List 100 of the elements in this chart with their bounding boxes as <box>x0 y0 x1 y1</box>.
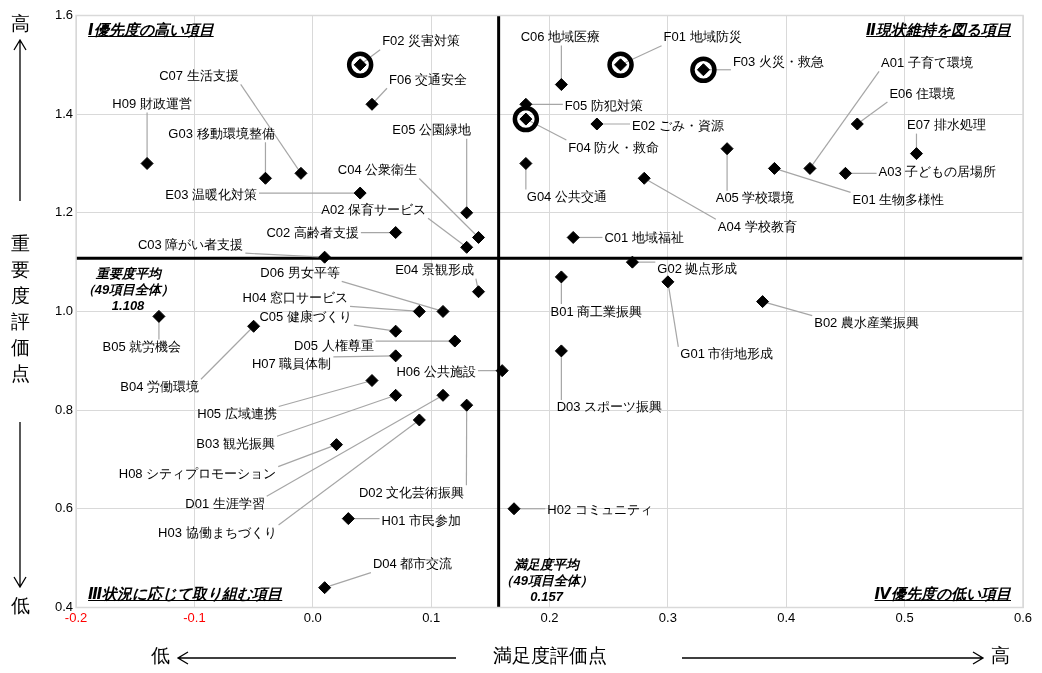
x-tick-label: 0.2 <box>540 609 559 625</box>
point <box>756 295 770 309</box>
data-label: H01 市民参加 <box>381 513 462 529</box>
data-label: F04 防火・救命 <box>568 139 660 155</box>
point <box>460 240 474 254</box>
y-tick-label: 1.4 <box>54 105 74 121</box>
point <box>720 142 734 156</box>
point <box>346 51 374 79</box>
point <box>495 364 509 378</box>
data-label: H05 広域連携 <box>197 406 277 422</box>
y-tick-label: 1.2 <box>54 204 74 220</box>
data-label: H04 窓口サービス <box>242 290 349 306</box>
point <box>341 512 355 526</box>
ref-line-label: 重要度平均（49項目全体）1.108 <box>81 265 175 313</box>
ref-line-label: 満足度平均（49項目全体）0.157 <box>500 556 593 604</box>
data-label: G03 移動環境整備 <box>168 125 275 141</box>
data-label: F06 交通安全 <box>388 71 467 87</box>
point <box>838 166 852 180</box>
data-label: E07 排水処理 <box>907 117 986 133</box>
data-label: D03 スポーツ振興 <box>556 399 663 415</box>
data-label: A05 学校環境 <box>715 190 795 206</box>
point <box>436 388 450 402</box>
y-tick-label: 1.6 <box>54 7 74 23</box>
annotation: Ⅲ状況に応じて取り組む項目 <box>88 585 283 604</box>
y-tick-label: 0.4 <box>54 598 74 614</box>
text: 低 <box>10 595 30 617</box>
point <box>258 171 272 185</box>
data-label: E01 生物多様性 <box>852 191 945 207</box>
data-label: A02 保育サービス <box>321 201 427 217</box>
data-label: C01 地域福祉 <box>604 230 684 246</box>
data-label: C02 高齢者支援 <box>266 225 359 241</box>
point <box>140 156 154 170</box>
point <box>365 97 379 111</box>
text: 高 <box>10 13 30 35</box>
data-label: G02 拠点形成 <box>657 260 738 276</box>
point <box>152 309 166 323</box>
data-label: F01 地域防災 <box>663 29 742 45</box>
point <box>389 388 403 402</box>
data-label: E06 住環境 <box>889 85 956 101</box>
point <box>519 156 533 170</box>
point <box>412 413 426 427</box>
point <box>436 304 450 318</box>
point <box>247 319 261 333</box>
y-tick-label: 0.8 <box>54 401 74 417</box>
data-label: E02 ごみ・資源 <box>632 117 724 133</box>
data-label: A03 子どもの居場所 <box>878 163 997 179</box>
point <box>318 581 332 595</box>
data-label: D06 男女平等 <box>260 265 340 281</box>
data-label: D01 生涯学習 <box>185 495 265 511</box>
point <box>389 349 403 363</box>
data-label: H03 協働まちづくり <box>158 524 277 540</box>
data-label: A01 子育て環境 <box>881 54 973 70</box>
data-label: F02 災害対策 <box>382 33 461 49</box>
x-tick-label: -0.1 <box>183 609 206 625</box>
x-tick-label: 0.5 <box>895 609 914 625</box>
point <box>318 250 332 264</box>
data-label: H07 職員体制 <box>251 356 332 372</box>
x-tick-label: 0.3 <box>658 609 677 625</box>
text: 高 <box>990 645 1010 667</box>
data-label: E04 景観形成 <box>395 262 474 278</box>
point <box>460 398 474 412</box>
point <box>472 230 486 244</box>
x-tick-label: 0.6 <box>1013 609 1033 625</box>
point <box>590 117 604 131</box>
point <box>389 226 403 240</box>
data-label: H06 公共施設 <box>396 364 476 380</box>
data-label: F05 防犯対策 <box>564 97 643 113</box>
data-label: G04 公共交通 <box>526 189 607 205</box>
point <box>554 78 568 92</box>
data-label: E05 公園緑地 <box>392 122 472 138</box>
data-label: C05 健康づくり <box>259 308 352 324</box>
x-tick-label: 0.1 <box>422 609 441 625</box>
data-label: H02 コミュニティ <box>547 502 653 518</box>
text: 低 <box>150 645 170 667</box>
point <box>460 206 474 220</box>
point <box>412 304 426 318</box>
point <box>566 230 580 244</box>
x-axis-title: 満足度評価点 <box>492 645 607 667</box>
point <box>365 374 379 388</box>
point <box>294 166 308 180</box>
point <box>625 255 639 269</box>
annotation: Ⅰ優先度の高い項目 <box>88 20 214 39</box>
point <box>661 275 675 289</box>
data-label: D04 都市交流 <box>372 556 453 572</box>
point <box>607 51 634 79</box>
point <box>389 324 403 338</box>
data-label: C04 公衆衛生 <box>337 162 418 178</box>
point <box>329 438 343 452</box>
y-tick-label: 0.6 <box>54 500 74 516</box>
point <box>554 344 568 358</box>
data-label: B02 農水産業振興 <box>814 315 919 331</box>
data-label: C06 地域医療 <box>520 29 601 45</box>
data-label: G01 市街地形成 <box>680 346 774 362</box>
x-tick-label: 0.0 <box>303 609 322 625</box>
data-label: B05 就労機会 <box>102 338 182 354</box>
point <box>637 171 651 185</box>
annotation: Ⅱ現状維持を図る項目 <box>866 20 1011 39</box>
point <box>767 161 781 175</box>
point <box>353 186 367 200</box>
data-label: B03 観光振興 <box>196 435 276 451</box>
